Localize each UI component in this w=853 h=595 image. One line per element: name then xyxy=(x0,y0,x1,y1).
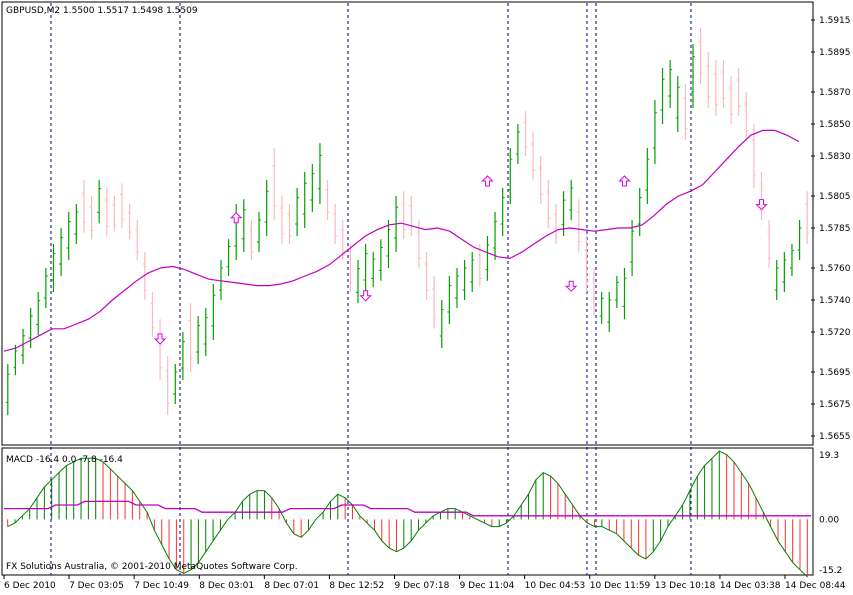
price-axis: 1.5915 1.5895 1.5870 1.5850 1.5830 1.5805 1.57… xyxy=(811,16,851,442)
moving-average-line xyxy=(3,129,800,352)
macd-label: MACD -16.4 0.0 -7.8 -16.4 xyxy=(6,455,123,465)
time-tick-label: 13 Dec 10:18 xyxy=(655,581,716,591)
price-bars xyxy=(5,28,810,416)
time-tick-label: 9 Dec 07:18 xyxy=(395,581,450,591)
price-tick-label: 1.5805 xyxy=(819,192,851,202)
macd-tick-label: -15.2 xyxy=(819,566,842,576)
price-tick-label: 1.5675 xyxy=(819,400,851,410)
copyright-text: FX Solutions Australia, © 2001-2010 Meta… xyxy=(6,562,298,572)
price-tick-label: 1.5895 xyxy=(819,48,851,58)
arrow-down-icon xyxy=(564,280,578,292)
arrow-up-icon xyxy=(229,212,243,224)
time-tick-label: 8 Dec 03:01 xyxy=(199,581,254,591)
time-tick-label: 8 Dec 07:01 xyxy=(264,581,319,591)
price-panel-frame xyxy=(1,1,814,446)
macd-signal-line xyxy=(4,500,811,517)
arrow-up-icon xyxy=(481,175,494,187)
price-tick-label: 1.5740 xyxy=(819,296,851,306)
price-tick-label: 1.5870 xyxy=(819,88,851,98)
arrow-down-icon xyxy=(153,333,167,345)
price-tick-label: 1.5915 xyxy=(819,16,851,26)
macd-tick-label: 0.00 xyxy=(819,515,839,525)
price-tick-label: 1.5850 xyxy=(819,120,851,130)
arrow-down-icon xyxy=(359,290,372,302)
price-tick-label: 1.5720 xyxy=(819,328,851,338)
signal-arrows xyxy=(153,175,768,345)
time-tick-label: 10 Dec 04:53 xyxy=(525,581,586,591)
time-tick-label: 9 Dec 11:04 xyxy=(460,581,515,591)
time-axis: 6 Dec 2010 7 Dec 03:05 7 Dec 10:49 8 Dec 03… xyxy=(3,575,846,591)
price-tick-label: 1.5830 xyxy=(819,152,851,162)
time-tick-label: 6 Dec 2010 xyxy=(4,581,56,591)
price-tick-label: 1.5760 xyxy=(819,264,851,274)
moving-average xyxy=(3,129,800,352)
time-tick-label: 14 Dec 03:38 xyxy=(720,581,781,591)
time-tick-label: 10 Dec 11:59 xyxy=(590,581,651,591)
time-tick-label: 7 Dec 03:05 xyxy=(69,581,124,591)
price-tick-label: 1.5785 xyxy=(819,224,851,234)
price-tick-label: 1.5695 xyxy=(819,368,851,378)
macd-axis: 19.3 0.00 -15.2 xyxy=(819,451,842,576)
arrow-up-icon xyxy=(618,175,631,187)
symbol-info: GBPUSD,M2 1.5500 1.5517 1.5498 1.5509 xyxy=(6,6,198,16)
time-tick-label: 7 Dec 10:49 xyxy=(134,581,189,591)
macd-lines xyxy=(4,450,811,578)
time-tick-label: 14 Dec 08:44 xyxy=(785,581,846,591)
day-separators xyxy=(50,3,692,575)
macd-line xyxy=(7,450,808,578)
macd-tick-label: 19.3 xyxy=(819,451,839,461)
price-tick-label: 1.5655 xyxy=(819,432,851,442)
time-tick-label: 8 Dec 12:52 xyxy=(329,581,384,591)
arrow-down-icon xyxy=(755,199,768,211)
